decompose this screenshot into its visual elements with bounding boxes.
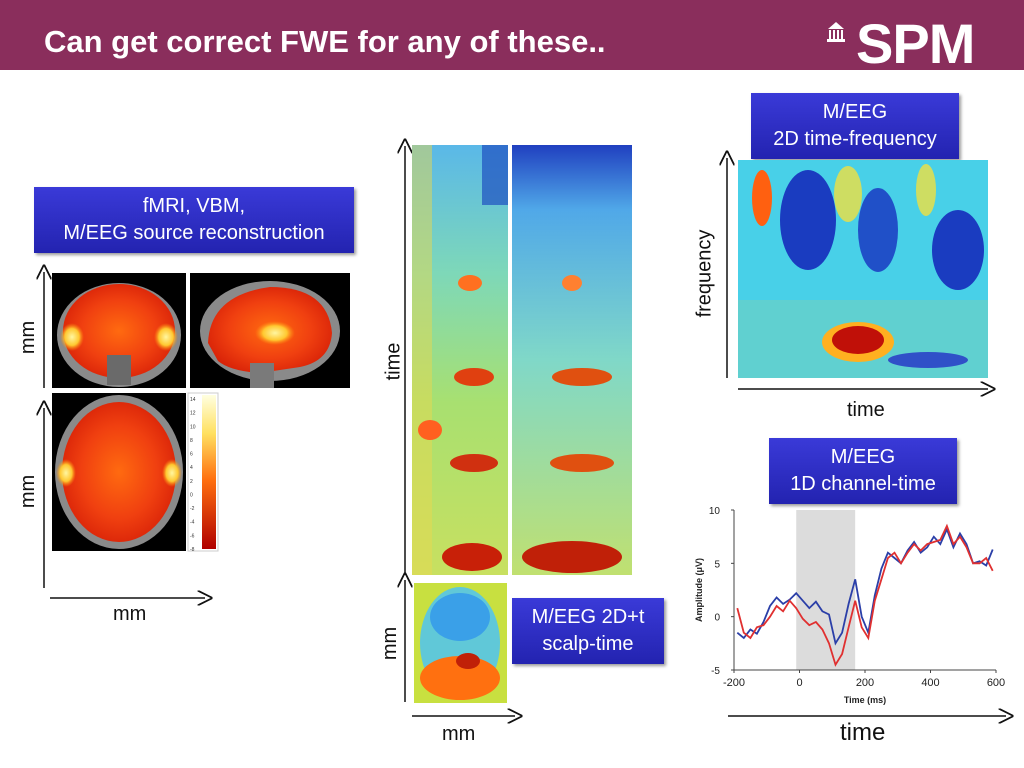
scalp-time-label: time [382,342,405,381]
ct-y-tick-label: 10 [709,506,721,517]
ct-x-tick-label: 400 [921,677,939,689]
tf-label-box: M/EEG 2D time-frequency [751,93,959,159]
colorbar-tick-label: 10 [190,424,196,430]
institution-building-icon [827,22,845,42]
channel-time-chart: 10 5 0 -5-200 0 200 400 600 Time (ms) Amplitude (… [694,506,1005,705]
colorbar-tick-label: -8 [190,547,195,553]
fmri-label-box: fMRI, VBM, M/EEG source reconstruction [34,187,354,253]
ct-label-box: M/EEG 1D channel-time [769,438,957,504]
scalp-time-label-line2: scalp-time [542,633,634,655]
scalp-map-image [414,583,507,703]
fmri-x-label: mm [113,603,147,625]
slide-title: Can get correct FWE for any of these.. [44,24,606,59]
scalp-time-label-box: M/EEG 2D+t scalp-time [512,598,664,664]
scalp-time-label-line1: M/EEG 2D+t [531,606,645,628]
scalp-time-image-2 [512,145,632,575]
ct-y-tick-label: -5 [711,666,720,677]
colorbar-tick-label: 14 [190,397,196,403]
spm-logo: SPM [856,12,975,75]
colorbar-tick-label: 6 [190,452,193,458]
ct-series-line-1 [736,526,994,646]
tf-x-label: time [847,399,885,421]
colorbar: 14 12 10 8 6 4 2 0 -2 -4 -6 -8 [187,392,219,553]
colorbar-tick-label: 12 [190,411,196,417]
ct-x-label: time [840,719,886,746]
ct-x-tick-label: -200 [723,677,745,689]
fmri-label-line2: M/EEG source reconstruction [63,222,325,244]
scalp-x-label: mm [442,723,476,745]
fmri-y-label-top: mm [17,320,40,355]
scalp-time-image-1 [412,145,508,575]
ct-label-line2: 1D channel-time [790,473,936,495]
ct-x-tick-label: 200 [856,677,874,689]
ct-series-line-2 [736,523,994,667]
colorbar-tick-label: -6 [190,533,195,539]
time-frequency-map [738,160,988,378]
colorbar-tick-label: 4 [190,465,193,471]
brain-coronal-slice [52,273,186,388]
ct-x-tick-label: 0 [796,677,802,689]
tf-label-line2: 2D time-frequency [773,128,937,150]
ct-xlabel: Time (ms) [844,695,886,705]
brain-axial-slice [52,393,186,551]
colorbar-tick-label: 2 [190,479,193,485]
ct-ylabel: Amplitude (μV) [694,558,704,622]
fmri-label-line1: fMRI, VBM, [142,195,246,217]
brain-sagittal-slice [190,273,350,388]
colorbar-tick-label: 8 [190,438,193,444]
ct-label-line1: M/EEG [830,446,896,468]
ct-x-tick-label: 600 [987,677,1005,689]
ct-y-tick-label: 5 [714,559,720,570]
colorbar-tick-label: -4 [190,520,195,526]
stimulus-window-shade [796,510,856,670]
ct-y-tick-label: 0 [714,613,720,624]
colorbar-tick-label: 0 [190,492,193,498]
scalp-y-label: mm [379,626,402,661]
tf-label-line1: M/EEG [822,101,888,123]
tf-y-label: frequency [693,229,716,318]
fmri-y-label-bottom: mm [17,474,40,509]
title-bar [0,0,1024,70]
colorbar-tick-label: -2 [190,506,195,512]
